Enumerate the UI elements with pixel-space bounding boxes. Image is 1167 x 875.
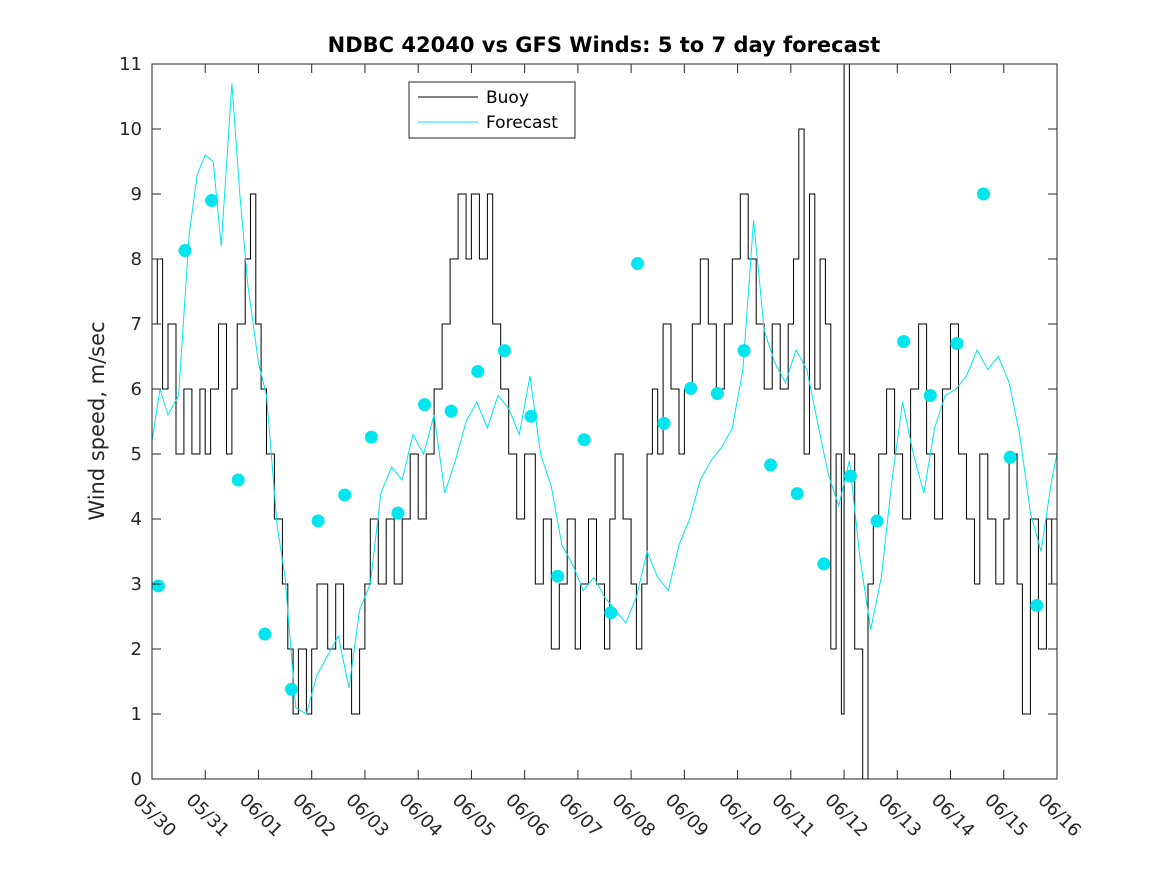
y-tick-label: 11 (119, 54, 142, 75)
forecast-marker (178, 244, 192, 258)
y-tick-label: 10 (119, 119, 142, 140)
forecast-marker (551, 569, 565, 583)
y-tick-label: 0 (131, 769, 142, 790)
y-tick-label: 1 (131, 704, 142, 725)
forecast-marker (284, 682, 298, 696)
forecast-marker (151, 579, 165, 593)
forecast-marker (737, 344, 751, 358)
plot-area-frame (151, 63, 1058, 780)
y-tick-label: 6 (131, 379, 142, 400)
y-tick-label: 9 (131, 184, 142, 205)
y-tick-label: 5 (131, 444, 142, 465)
forecast-marker (524, 409, 538, 423)
forecast-marker (338, 488, 352, 502)
y-tick-label: 4 (131, 509, 142, 530)
forecast-marker (657, 416, 671, 430)
series-layer (152, 64, 1057, 779)
y-tick-label: 3 (131, 574, 142, 595)
forecast-marker (1003, 450, 1017, 464)
marker-layer (151, 187, 1044, 696)
forecast-marker (604, 606, 618, 620)
forecast-marker (897, 335, 911, 349)
series-line-forecast (152, 83, 1057, 715)
forecast-marker (497, 344, 511, 358)
forecast-marker (231, 473, 245, 487)
y-tick-label: 7 (131, 314, 142, 335)
forecast-marker (817, 557, 831, 571)
y-tick-label: 8 (131, 249, 142, 270)
forecast-marker (258, 627, 272, 641)
forecast-marker (444, 404, 458, 418)
y-tick-label: 2 (131, 639, 142, 660)
series-line-buoy (152, 64, 1057, 779)
forecast-marker (205, 194, 219, 207)
forecast-marker (870, 514, 884, 528)
forecast-marker (950, 337, 964, 350)
legend-box (408, 81, 576, 139)
forecast-marker (471, 364, 485, 378)
forecast-marker (790, 487, 804, 501)
y-axis-label: Wind speed, m/sec (85, 321, 109, 520)
forecast-marker (923, 389, 937, 402)
forecast-marker (391, 506, 405, 520)
forecast-marker (1030, 598, 1044, 612)
y-axis: 0 1 2 3 4 5 6 7 8 9 10 11 (119, 54, 1057, 790)
forecast-marker (311, 514, 325, 528)
forecast-marker (977, 187, 991, 201)
forecast-marker (631, 257, 645, 271)
forecast-marker (764, 458, 778, 472)
legend-label-buoy: Buoy (486, 88, 529, 108)
forecast-marker (577, 433, 591, 447)
forecast-marker (710, 387, 724, 401)
chart-title: NDBC 42040 vs GFS Winds: 5 to 7 day fore… (328, 33, 881, 57)
forecast-marker (364, 430, 378, 444)
legend: Buoy Forecast (408, 81, 576, 139)
forecast-marker (843, 469, 857, 483)
forecast-marker (684, 381, 698, 395)
forecast-marker (418, 398, 432, 412)
legend-label-forecast: Forecast (486, 113, 558, 133)
